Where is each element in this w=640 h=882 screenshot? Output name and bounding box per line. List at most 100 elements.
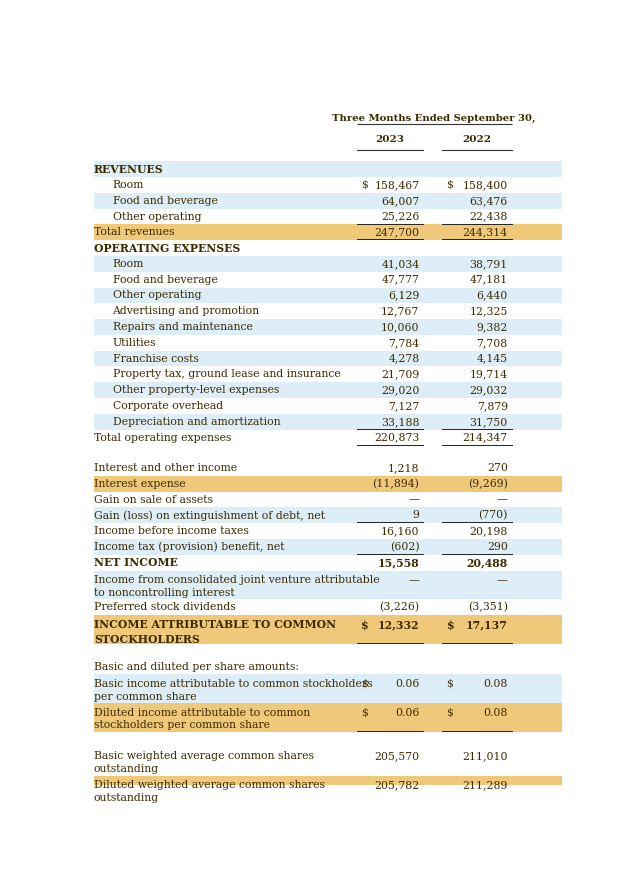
- Text: Advertising and promotion: Advertising and promotion: [113, 306, 260, 317]
- Text: 205,570: 205,570: [374, 751, 419, 761]
- Bar: [94, 335, 562, 351]
- Text: 21,709: 21,709: [381, 370, 419, 379]
- Text: 22,438: 22,438: [469, 212, 508, 221]
- Text: 12,325: 12,325: [469, 306, 508, 317]
- Bar: [94, 382, 562, 398]
- Bar: [94, 600, 562, 616]
- Bar: [94, 161, 562, 177]
- Bar: [94, 209, 562, 224]
- Text: Property tax, ground lease and insurance: Property tax, ground lease and insurance: [113, 370, 340, 379]
- Text: Room: Room: [113, 259, 144, 269]
- Text: $: $: [447, 619, 454, 631]
- Text: 2022: 2022: [462, 135, 492, 145]
- Text: (770): (770): [479, 510, 508, 520]
- Text: Basic and diluted per share amounts:: Basic and diluted per share amounts:: [94, 662, 299, 671]
- Text: Food and beverage: Food and beverage: [113, 196, 218, 206]
- Bar: [94, 398, 562, 414]
- Text: 6,440: 6,440: [477, 290, 508, 301]
- Text: (3,351): (3,351): [468, 602, 508, 612]
- Text: Total operating expenses: Total operating expenses: [94, 432, 231, 443]
- Text: Preferred stock dividends: Preferred stock dividends: [94, 602, 236, 612]
- Text: 38,791: 38,791: [470, 259, 508, 269]
- Text: Room: Room: [113, 180, 144, 190]
- Text: $: $: [362, 180, 368, 190]
- Text: 31,750: 31,750: [470, 416, 508, 427]
- Bar: [94, 224, 562, 240]
- Text: 244,314: 244,314: [463, 228, 508, 237]
- Text: $: $: [447, 707, 454, 718]
- Text: —: —: [497, 495, 508, 505]
- Text: 4,278: 4,278: [388, 354, 419, 363]
- Bar: [94, 571, 562, 600]
- Text: 290: 290: [487, 542, 508, 552]
- Text: 1,218: 1,218: [388, 463, 419, 473]
- Text: Gain (loss) on extinguishment of debt, net: Gain (loss) on extinguishment of debt, n…: [94, 510, 325, 520]
- Text: Income tax (provision) benefit, net: Income tax (provision) benefit, net: [94, 542, 284, 552]
- Bar: [94, 414, 562, 430]
- Text: 12,332: 12,332: [378, 619, 419, 631]
- Bar: [94, 430, 562, 445]
- Bar: [94, 475, 562, 491]
- Text: 10,060: 10,060: [381, 322, 419, 332]
- Bar: [94, 367, 562, 382]
- Text: 205,782: 205,782: [374, 780, 419, 790]
- Bar: [94, 272, 562, 288]
- Bar: [94, 193, 562, 209]
- Text: (602): (602): [390, 542, 419, 552]
- Text: 9,382: 9,382: [476, 322, 508, 332]
- Bar: [94, 523, 562, 539]
- Text: 0.08: 0.08: [483, 707, 508, 718]
- Text: Other operating: Other operating: [113, 212, 201, 221]
- Text: 29,020: 29,020: [381, 385, 419, 395]
- Text: REVENUES: REVENUES: [94, 164, 164, 175]
- Text: 41,034: 41,034: [381, 259, 419, 269]
- Text: $: $: [362, 707, 368, 718]
- Bar: [94, 240, 562, 256]
- Text: 29,032: 29,032: [469, 385, 508, 395]
- Text: 15,558: 15,558: [378, 557, 419, 568]
- Text: Diluted income attributable to common
stockholders per common share: Diluted income attributable to common st…: [94, 707, 310, 730]
- Text: 20,198: 20,198: [469, 526, 508, 536]
- Bar: [94, 460, 562, 475]
- Text: Basic income attributable to common stockholders
per common share: Basic income attributable to common stoc…: [94, 679, 372, 701]
- Text: 19,714: 19,714: [470, 370, 508, 379]
- Text: 0.06: 0.06: [395, 679, 419, 689]
- Text: 211,289: 211,289: [463, 780, 508, 790]
- Text: 47,777: 47,777: [381, 274, 419, 285]
- Text: INCOME ATTRIBUTABLE TO COMMON
STOCKHOLDERS: INCOME ATTRIBUTABLE TO COMMON STOCKHOLDE…: [94, 619, 336, 645]
- Text: (9,269): (9,269): [468, 479, 508, 489]
- Text: 7,127: 7,127: [388, 401, 419, 411]
- Text: 20,488: 20,488: [467, 557, 508, 568]
- Text: 158,400: 158,400: [463, 180, 508, 190]
- Bar: [94, 539, 562, 555]
- Text: —: —: [408, 495, 419, 505]
- Text: 2023: 2023: [376, 135, 404, 145]
- Text: 47,181: 47,181: [470, 274, 508, 285]
- Text: Utilities: Utilities: [113, 338, 156, 348]
- Text: Repairs and maintenance: Repairs and maintenance: [113, 322, 252, 332]
- Text: Income from consolidated joint venture attributable
to noncontrolling interest: Income from consolidated joint venture a…: [94, 575, 380, 598]
- Bar: [94, 747, 562, 776]
- Text: Interest expense: Interest expense: [94, 479, 186, 489]
- Bar: [94, 491, 562, 507]
- Bar: [94, 555, 562, 571]
- Text: 214,347: 214,347: [463, 432, 508, 443]
- Text: 7,784: 7,784: [388, 338, 419, 348]
- Text: Gain on sale of assets: Gain on sale of assets: [94, 495, 213, 505]
- Text: (3,226): (3,226): [380, 602, 419, 612]
- Text: $: $: [362, 679, 368, 689]
- Text: Food and beverage: Food and beverage: [113, 274, 218, 285]
- Bar: [94, 256, 562, 272]
- Text: Total revenues: Total revenues: [94, 228, 175, 237]
- Text: (11,894): (11,894): [372, 479, 419, 489]
- Text: —: —: [497, 575, 508, 585]
- Text: $: $: [447, 180, 454, 190]
- Text: 9: 9: [413, 511, 419, 520]
- Text: Other operating: Other operating: [113, 290, 201, 301]
- Text: 4,145: 4,145: [477, 354, 508, 363]
- Bar: [94, 288, 562, 303]
- Text: 270: 270: [487, 463, 508, 473]
- Text: 247,700: 247,700: [374, 228, 419, 237]
- Text: 158,467: 158,467: [374, 180, 419, 190]
- Text: Diluted weighted average common shares
outstanding: Diluted weighted average common shares o…: [94, 780, 325, 803]
